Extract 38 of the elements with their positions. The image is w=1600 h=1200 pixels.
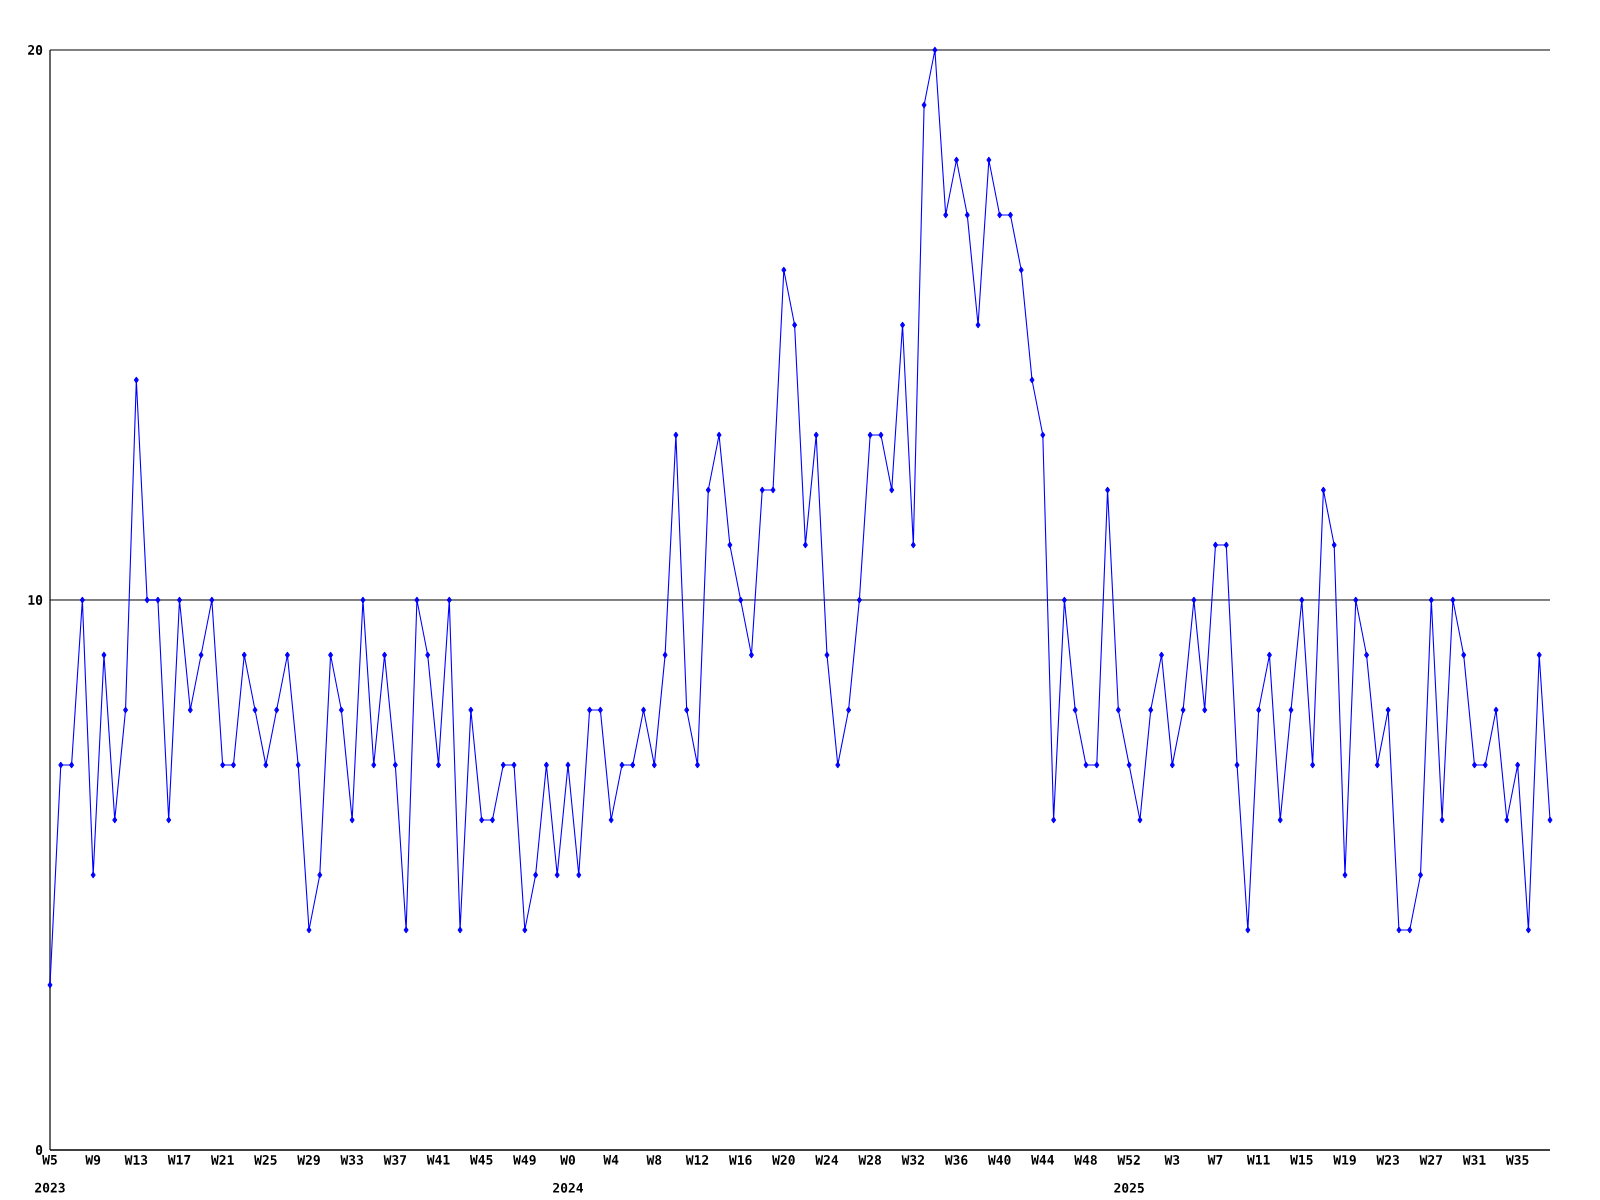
x-tick-label: W29 xyxy=(297,1155,320,1165)
y-tick-label: 10 xyxy=(28,595,43,605)
x-tick-label: W12 xyxy=(685,1155,709,1165)
x-tick-label: W13 xyxy=(124,1155,148,1165)
x-tick-label: W28 xyxy=(858,1155,882,1165)
x-tick-label: W4 xyxy=(603,1155,619,1165)
x-tick-label: W45 xyxy=(469,1155,493,1165)
x-tick-label: W11 xyxy=(1246,1155,1270,1165)
x-tick-label: W8 xyxy=(646,1155,662,1165)
x-tick-label: W9 xyxy=(85,1155,101,1165)
x-tick-label: W15 xyxy=(1290,1155,1313,1165)
y-tick-label: 0 xyxy=(35,1145,43,1155)
x-tick-label: W33 xyxy=(340,1155,363,1165)
x-tick-label: W36 xyxy=(944,1155,968,1165)
category-label: W52 2025 xyxy=(1114,1155,1144,1193)
x-tick-label: W31 xyxy=(1462,1155,1486,1165)
x-tick-label: W21 xyxy=(210,1155,234,1165)
x-tick-label: W49 xyxy=(513,1155,536,1165)
x-tick-label: W44 xyxy=(1031,1155,1054,1165)
x-tick-label: W17 xyxy=(167,1155,191,1165)
x-tick-label: W48 xyxy=(1074,1155,1097,1165)
x-tick-label: W19 xyxy=(1333,1155,1356,1165)
x-tick-label: W32 xyxy=(901,1155,924,1165)
x-tick-label: W20 xyxy=(772,1155,795,1165)
x-tick-label: W41 xyxy=(426,1155,450,1165)
x-tick-label: W16 xyxy=(728,1155,752,1165)
x-tick-label: W37 xyxy=(383,1155,407,1165)
x-tick-label: W7 xyxy=(1207,1155,1223,1165)
x-tick-label: W25 xyxy=(254,1155,277,1165)
x-tick-label: W40 xyxy=(987,1155,1011,1165)
x-tick-label: W3 xyxy=(1164,1155,1180,1165)
category-label: W0 2024 xyxy=(553,1155,584,1193)
category-label: W5 2023 xyxy=(35,1155,65,1193)
x-tick-label: W23 xyxy=(1376,1155,1399,1165)
x-tick-label: W27 xyxy=(1419,1155,1443,1165)
x-tick-label: W24 xyxy=(815,1155,839,1165)
y-tick-label: 20 xyxy=(28,45,43,55)
x-tick-label: W35 xyxy=(1505,1155,1529,1165)
